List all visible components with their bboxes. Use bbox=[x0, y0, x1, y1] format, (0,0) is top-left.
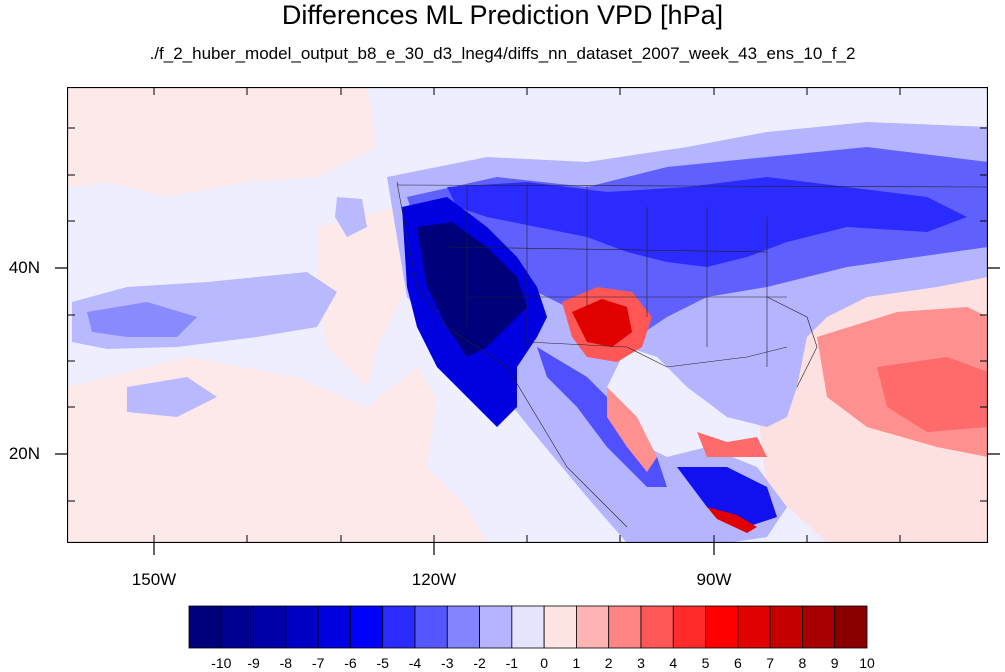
chart-title: Differences ML Prediction VPD [hPa] bbox=[281, 0, 724, 30]
colorbar-tick-label: 9 bbox=[830, 655, 839, 671]
x-tick-90w: 90W bbox=[696, 570, 732, 589]
colorbar-swatch bbox=[802, 605, 836, 649]
chart-subtitle: ./f_2_huber_model_output_b8_e_30_d3_lneg… bbox=[149, 44, 856, 63]
colorbar-swatch bbox=[414, 605, 448, 649]
colorbar-swatch bbox=[672, 605, 706, 649]
colorbar-tick-label: 0 bbox=[540, 655, 549, 671]
colorbar-swatch bbox=[285, 605, 319, 649]
pacific-blue-blob-3 bbox=[127, 377, 217, 417]
colorbar-swatch bbox=[350, 605, 384, 649]
colorbar-swatch bbox=[220, 605, 254, 649]
colorbar-swatch bbox=[382, 605, 416, 649]
pacific-pink-north bbox=[67, 87, 377, 197]
central-america-blue bbox=[677, 467, 777, 527]
colorbar-tick-label: -4 bbox=[408, 655, 422, 671]
y-tick-20n: 20N bbox=[8, 444, 40, 463]
colorbar-swatch bbox=[317, 605, 351, 649]
colorbar-swatch bbox=[769, 605, 803, 649]
pacific-blue-blob-2 bbox=[87, 302, 197, 337]
colorbar bbox=[188, 605, 868, 649]
colorbar-tick-label: -8 bbox=[279, 655, 293, 671]
y-tick-40n: 40N bbox=[8, 258, 40, 277]
inner-ticks bbox=[67, 87, 988, 543]
x-tick-150w: 150W bbox=[131, 570, 177, 589]
colorbar-tick-label: -3 bbox=[441, 655, 454, 671]
colorbar-tick-label: -1 bbox=[505, 655, 519, 671]
southwest-red-core bbox=[572, 299, 632, 347]
gulf-pink-1 bbox=[607, 387, 657, 472]
colorbar-swatch bbox=[705, 605, 739, 649]
colorbar-tick-label: -6 bbox=[344, 655, 357, 671]
central-america-red bbox=[707, 507, 757, 533]
colorbar-swatch bbox=[737, 605, 771, 649]
colorbar-tick-label: -9 bbox=[247, 655, 260, 671]
colorbar-tick-label: 5 bbox=[701, 655, 710, 671]
pacific-pink-east bbox=[317, 207, 407, 387]
gulf-pink-2 bbox=[697, 432, 767, 457]
colorbar-tick-label: 8 bbox=[798, 655, 807, 671]
political-borders bbox=[396, 181, 988, 528]
colorbar-swatch bbox=[253, 605, 287, 649]
pacific-blue-blob-4 bbox=[335, 197, 367, 237]
colorbar-tick-label: -7 bbox=[311, 655, 325, 671]
colorbar-swatch bbox=[834, 605, 868, 649]
colorbar-swatch bbox=[576, 605, 610, 649]
colorbar-tick-label: 4 bbox=[669, 655, 678, 671]
colorbar-tick-label: 10 bbox=[859, 655, 875, 671]
colorbar-tick-label: 3 bbox=[637, 655, 645, 671]
colorbar-tick-label: 7 bbox=[766, 655, 775, 671]
colorbar-tick-label: 1 bbox=[572, 655, 581, 671]
x-tick-120w: 120W bbox=[411, 570, 457, 589]
colorbar-tick-label: -10 bbox=[211, 655, 232, 671]
map-panel bbox=[67, 87, 988, 543]
colorbar-tick-label: 2 bbox=[604, 655, 613, 671]
colorbar-swatch bbox=[543, 605, 577, 649]
colorbar-tick-label: -5 bbox=[376, 655, 389, 671]
colorbar-swatch bbox=[479, 605, 513, 649]
colorbar-swatch bbox=[188, 605, 222, 649]
colorbar-swatch bbox=[446, 605, 480, 649]
atlantic-red-2 bbox=[877, 357, 988, 432]
colorbar-swatch bbox=[511, 605, 545, 649]
colorbar-tick-label: 6 bbox=[733, 655, 742, 671]
map-frame bbox=[67, 87, 988, 543]
colorbar-swatch bbox=[640, 605, 674, 649]
colorbar-swatch bbox=[608, 605, 642, 649]
west-us-strong-2 bbox=[417, 222, 527, 357]
colorbar-tick-label: -2 bbox=[473, 655, 486, 671]
